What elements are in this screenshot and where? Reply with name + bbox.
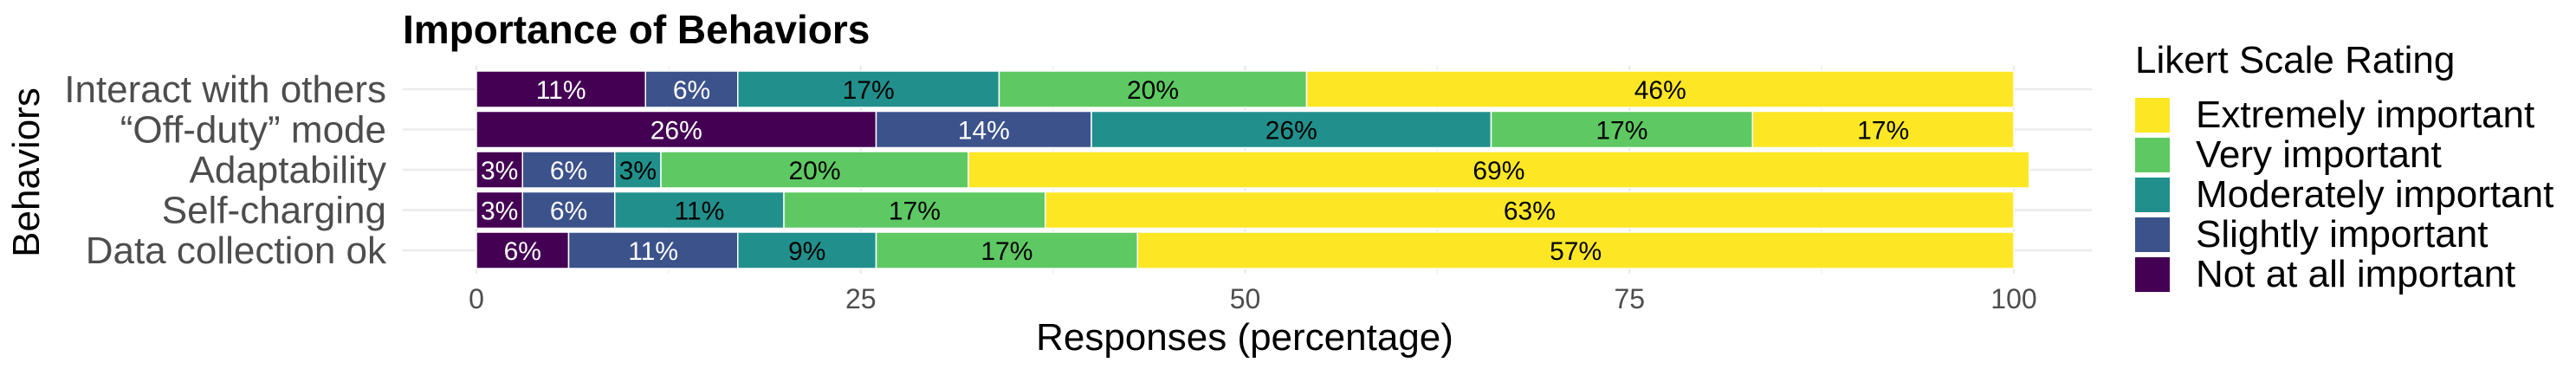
data-label: 17% xyxy=(1857,117,1909,146)
data-label: 11% xyxy=(674,197,724,226)
x-axis-title: Responses (percentage) xyxy=(1036,316,1453,359)
data-label: 6% xyxy=(673,76,710,105)
bar-data-collection-ok-extremely-important xyxy=(1136,231,2015,269)
data-label: 69% xyxy=(1472,157,1524,185)
bar-data-collection-ok-not-at-all-important xyxy=(476,231,570,269)
bar-self-charging-not-at-all-important xyxy=(476,191,523,230)
bar-data-collection-ok-very-important xyxy=(875,231,1138,269)
data-label: 6% xyxy=(550,157,587,185)
bar-interact-with-others-extremely-important xyxy=(1305,70,2015,108)
x-tick-label: 50 xyxy=(1230,283,1261,314)
legend-label: Slightly important xyxy=(2196,213,2488,256)
bar-adaptability-very-important xyxy=(660,151,969,189)
data-label: 6% xyxy=(504,237,541,266)
x-tick-label: 25 xyxy=(845,283,877,314)
bar-self-charging-slightly-important xyxy=(521,191,616,230)
segment-labels: 11% 6% 17% 20% 46% 26% 14% 26% 17% 17% 3% 6% 3% 20% 69… xyxy=(481,76,1909,266)
x-tick-label: 0 xyxy=(469,283,484,314)
legend-label: Not at all important xyxy=(2196,253,2515,295)
bar-adaptability-moderately-important xyxy=(614,151,662,189)
category-label: Interact with others xyxy=(64,68,386,111)
legend-title: Likert Scale Rating xyxy=(2135,39,2455,81)
category-label: Data collection ok xyxy=(86,230,387,272)
data-label: 46% xyxy=(1634,76,1686,105)
data-label: 3% xyxy=(619,157,657,185)
x-tick-label: 100 xyxy=(1990,283,2036,314)
data-label: 26% xyxy=(650,117,702,146)
data-label: 6% xyxy=(550,197,587,226)
data-label: 57% xyxy=(1550,237,1602,266)
legend-label: Moderately important xyxy=(2196,173,2553,216)
legend-swatch-slightly-important xyxy=(2135,217,2170,252)
bar-adaptability-extremely-important xyxy=(968,151,2030,189)
data-label: 63% xyxy=(1504,197,1556,226)
data-label: 9% xyxy=(788,237,825,266)
bar-adaptability-slightly-important xyxy=(521,151,616,189)
data-label: 17% xyxy=(981,237,1032,266)
data-label: 20% xyxy=(788,157,840,185)
category-labels: Interact with others“Off-duty” modeAdapt… xyxy=(64,68,387,272)
chart-title: Importance of Behaviors xyxy=(403,7,870,52)
legend-swatch-very-important xyxy=(2135,138,2170,172)
bar-interact-with-others-moderately-important xyxy=(737,70,1000,108)
bar-off-duty-mode-moderately-important xyxy=(1091,110,1492,149)
category-label: Adaptability xyxy=(190,149,386,191)
bar-self-charging-moderately-important xyxy=(614,191,785,230)
bars xyxy=(476,70,2030,269)
legend-swatch-not-at-all-important xyxy=(2135,257,2170,292)
bar-adaptability-not-at-all-important xyxy=(476,151,523,189)
legend-label: Extremely important xyxy=(2196,94,2534,136)
legend-swatch-moderately-important xyxy=(2135,178,2170,212)
data-label: 20% xyxy=(1127,76,1179,105)
data-label: 11% xyxy=(628,237,678,266)
data-label: 17% xyxy=(843,76,895,105)
x-tick-labels: 0 25 50 75 100 xyxy=(469,283,2037,314)
data-label: 3% xyxy=(481,157,518,185)
data-label: 3% xyxy=(481,197,518,226)
x-tick-label: 75 xyxy=(1614,283,1645,314)
y-axis-title: Behaviors xyxy=(5,87,48,257)
bar-data-collection-ok-moderately-important xyxy=(737,231,877,269)
bar-off-duty-mode-not-at-all-important xyxy=(476,110,877,149)
category-label: “Off-duty” mode xyxy=(120,109,386,152)
bar-off-duty-mode-extremely-important xyxy=(1751,110,2015,149)
data-label: 17% xyxy=(889,197,941,226)
category-label: Self-charging xyxy=(162,190,386,232)
data-label: 26% xyxy=(1265,117,1317,146)
legend-swatch-extremely-important xyxy=(2135,98,2170,133)
legend-label: Very important xyxy=(2196,133,2442,176)
bar-off-duty-mode-slightly-important xyxy=(875,110,1092,149)
data-label: 17% xyxy=(1595,117,1647,146)
data-label: 11% xyxy=(536,76,586,105)
data-label: 14% xyxy=(958,117,1010,146)
bar-self-charging-extremely-important xyxy=(1045,191,2015,230)
